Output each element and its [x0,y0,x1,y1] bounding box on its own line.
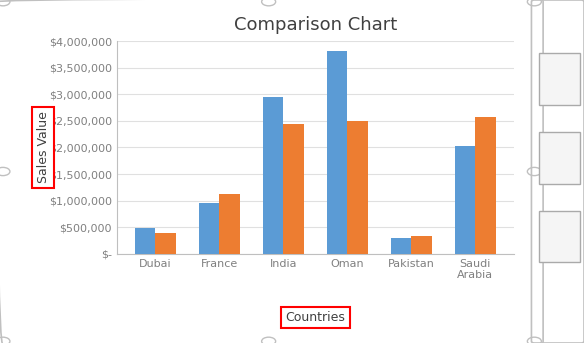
Bar [220,194,240,254]
Bar [199,203,220,254]
Bar [475,117,496,254]
Bar [155,233,176,254]
Bar [391,238,411,254]
Bar [135,228,155,254]
Text: Sales Value: Sales Value [37,111,50,184]
Bar [327,51,347,254]
Text: Countries: Countries [286,311,345,324]
Title: Comparison Chart: Comparison Chart [234,16,397,34]
Bar [411,236,432,254]
Bar [455,146,475,254]
Bar [347,121,368,254]
Bar [263,97,283,254]
Bar [283,124,304,254]
